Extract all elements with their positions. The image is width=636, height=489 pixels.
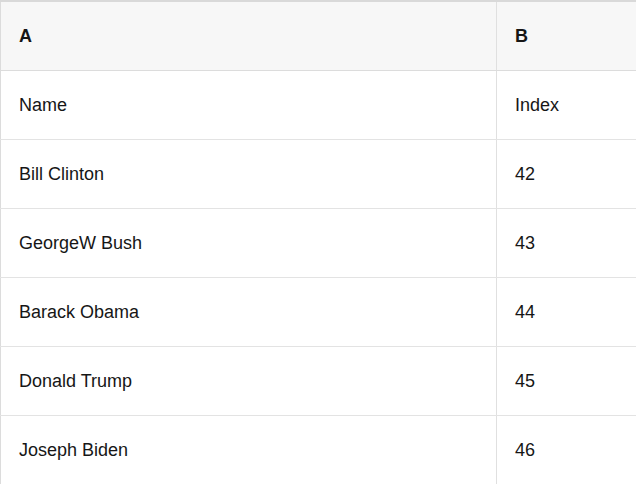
cell-b2-index[interactable]: 42 [497,140,636,209]
column-header-b[interactable]: B [497,1,636,71]
cell-a3-name[interactable]: GeorgeW Bush [1,209,497,278]
table-row: Joseph Biden 46 [1,416,636,485]
cell-b1-index-label[interactable]: Index [497,71,636,140]
column-header-a[interactable]: A [1,1,497,71]
table-row: Name Index [1,71,636,140]
table-row: Barack Obama 44 [1,278,636,347]
column-header-row: A B [1,1,636,71]
table-row: Donald Trump 45 [1,347,636,416]
cell-b6-index[interactable]: 46 [497,416,636,485]
cell-a1-name-label[interactable]: Name [1,71,497,140]
cell-a6-name[interactable]: Joseph Biden [1,416,497,485]
cell-b4-index[interactable]: 44 [497,278,636,347]
table-row: Bill Clinton 42 [1,140,636,209]
table-row: GeorgeW Bush 43 [1,209,636,278]
cell-a5-name[interactable]: Donald Trump [1,347,497,416]
cell-a4-name[interactable]: Barack Obama [1,278,497,347]
cell-a2-name[interactable]: Bill Clinton [1,140,497,209]
cell-b3-index[interactable]: 43 [497,209,636,278]
cell-b5-index[interactable]: 45 [497,347,636,416]
spreadsheet-table: A B Name Index Bill Clinton 42 GeorgeW B… [0,0,636,484]
